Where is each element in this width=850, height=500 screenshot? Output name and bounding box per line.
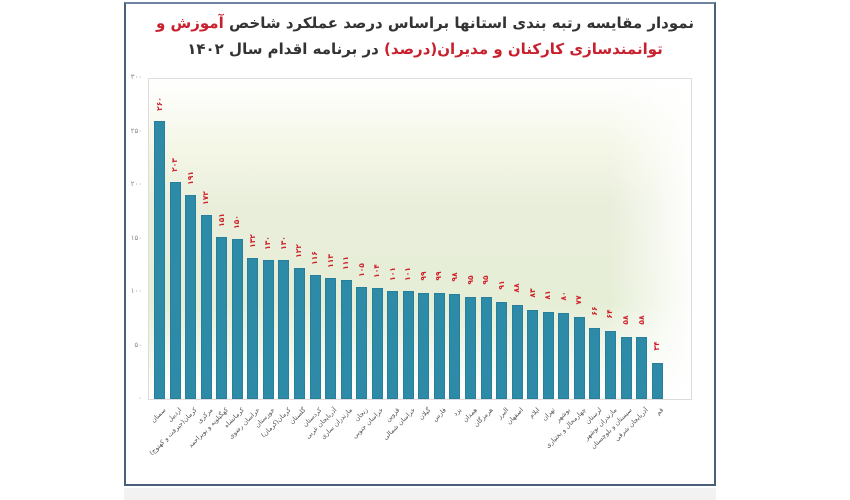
bar [231,238,243,399]
bar-value-label: ۱۷۲ [201,191,211,205]
bar-value-label: ۵۸ [621,315,630,325]
bar-value-label: ۲۶۰ [154,96,164,111]
bar-value-label: ۱۲۲ [294,244,304,259]
title-line2-text: در برنامه اقدام سال ۱۴۰۲ [187,40,385,58]
bar [573,316,585,399]
bar [402,290,414,399]
bar-value-label: ۱۳۰ [263,236,273,250]
bar-value-label: ۱۱۶ [310,251,319,265]
bar-value-label: ۱۳۲ [247,233,257,248]
y-tick-label: ۱۰۰ [130,287,142,295]
bar [465,297,476,399]
y-tick-label: ۳۰۰ [130,73,142,81]
bar-value-label: ۷۷ [574,295,584,305]
y-tick-label: ۱۵۰ [130,233,142,242]
bar-value-label: ۹۵ [481,275,491,285]
bar [589,328,601,399]
y-tick-label: ۲۰۰ [130,180,142,188]
bar-value-label: ۲۰۳ [170,157,180,172]
bar [604,330,616,399]
bar [278,259,290,399]
bar-value-label: ۱۱۱ [341,256,351,271]
y-tick-label: ۰ [138,394,142,402]
bar-value-label: ۱۵۱ [216,213,226,228]
bar-value-label: ۱۰۱ [403,267,413,281]
bar [293,268,305,399]
bar-value-label: ۸۳ [527,288,537,298]
title-line-1: نمودار مقایسه رتبه بندی استانها براساس د… [0,10,850,36]
bar-value-label: ۹۹ [418,271,428,281]
bar [247,257,259,399]
y-tick-label: ۵۰ [134,340,142,349]
title-line1-text: نمودار مقایسه رتبه بندی استانها براساس د… [223,14,694,32]
bar [449,294,461,399]
bar [496,301,508,399]
bar [185,194,197,399]
bar-value-label: ۱۳۰ [278,236,288,250]
bar [480,297,492,399]
bar [169,181,181,399]
bar [558,313,570,399]
bar [620,336,632,399]
bar [325,278,337,399]
title-line-2: توانمندسازی کارکنان و مدیران(درصد) در بر… [0,36,850,62]
bar-value-label: ۱۹۱ [185,170,195,185]
y-tick-label: ۲۵۰ [130,126,142,135]
bar-value-label: ۸۱ [543,290,553,300]
bar-value-label: ۵۸ [636,315,646,325]
bar-value-label: ۱۰۴ [372,263,382,278]
bar [651,362,663,399]
bar [511,304,523,399]
bar-value-label: ۹۹ [434,271,444,281]
bar [200,214,212,399]
title-line1-highlight: آموزش و [156,14,224,32]
bar-value-label: ۳۴ [652,341,662,351]
bar-value-label: ۸۰ [558,291,568,301]
bar-value-label: ۱۰۵ [356,262,366,277]
bar [387,290,399,399]
bar [371,287,383,399]
chart-title: نمودار مقایسه رتبه بندی استانها براساس د… [0,10,850,62]
bar [542,312,554,399]
bar [356,286,368,399]
bar-value-label: ۹۱ [496,280,506,290]
bar-value-label: ۹۵ [465,275,475,285]
bar-value-label: ۸۸ [512,283,522,293]
title-line2-highlight: توانمندسازی کارکنان و مدیران(درصد) [384,40,663,58]
bar-value-label: ۱۰۱ [387,267,397,281]
bar [340,280,352,399]
bar [262,259,274,399]
bar [418,293,430,399]
bar-value-label: ۱۱۳ [325,254,335,268]
bar [154,120,165,399]
bar [216,237,228,399]
bar-value-label: ۹۸ [449,272,459,282]
plot-area: ۲۶۰ ۲۰۳ ۱۹۱ ۱۷۲ ۱۵۱ ۱۵۰ ۱۳۲ ۱۳۰ ۱۳۰ ۱۲۲ ۱۱۶ ۱۱۳ ۱۱۱ ۱… [148,78,692,400]
bar-value-label: ۱۵۰ [232,214,242,229]
bar [636,336,648,399]
bar [309,274,321,399]
bar [433,293,445,399]
bottom-strip [124,488,716,500]
bar [527,310,539,399]
bar-value-label: ۶۴ [605,308,615,319]
bar-value-label: ۶۶ [589,306,599,316]
